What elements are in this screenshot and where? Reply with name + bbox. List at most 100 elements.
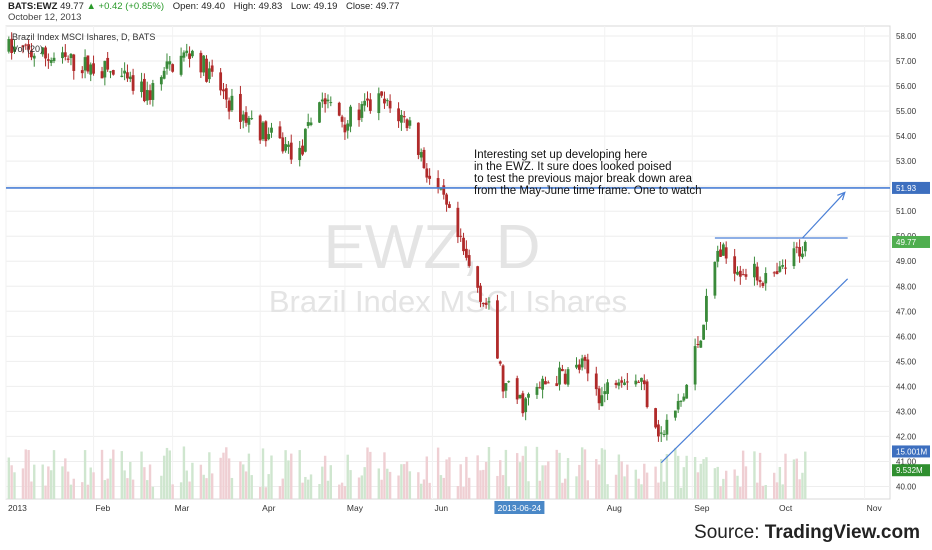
candle-body [303, 128, 307, 152]
candle-body [340, 116, 344, 122]
candle-body [685, 384, 689, 399]
candle-body [792, 248, 796, 267]
series-legend[interactable]: Brazil Index MSCI Ishares, D, BATS [12, 32, 156, 42]
candle-body [120, 75, 124, 77]
candle-body [795, 246, 799, 248]
last-price: 49.77 [60, 1, 84, 12]
volume-bar [21, 468, 25, 499]
candle-body [741, 274, 745, 276]
volume-bar [487, 447, 491, 499]
volume-bar [764, 485, 767, 499]
annotation-line: to test the previous major break down ar… [474, 173, 693, 185]
volume-bar [665, 454, 669, 499]
volume-bar [179, 482, 183, 499]
volume-bar [555, 449, 558, 499]
volume-bars [7, 446, 807, 499]
candle-body [128, 76, 132, 80]
price-tick-label: 58.00 [896, 32, 917, 41]
volume-last-badge: 9.532M [896, 466, 923, 475]
volume-bar [496, 475, 499, 499]
candle-body [182, 52, 186, 58]
volume-bar [318, 483, 321, 499]
candle-body [301, 145, 304, 155]
candle-body [676, 401, 680, 410]
price-tick-label: 49.00 [896, 257, 917, 266]
candle-body [63, 52, 67, 57]
price-tick-label: 42.00 [896, 432, 917, 441]
volume-bar [49, 470, 53, 499]
volume-bar [278, 485, 282, 499]
candle-body [464, 248, 468, 258]
candle-body [693, 346, 697, 385]
volume-bar [606, 484, 609, 499]
candle-body [422, 149, 426, 169]
volume-bar [397, 475, 400, 499]
candle-body [456, 207, 460, 238]
volume-bar [425, 456, 429, 499]
volume-bar [580, 447, 584, 499]
annotation-line: Interesting set up developing here [474, 149, 647, 161]
volume-bar [507, 486, 510, 499]
candle-body [744, 274, 748, 277]
volume-bar [436, 447, 440, 499]
volume-bar [682, 467, 686, 499]
volume-bar [388, 471, 392, 499]
time-tick-label: Apr [262, 503, 275, 513]
volume-bar [13, 472, 16, 499]
candle-body [761, 283, 765, 286]
volume-bar [614, 474, 618, 499]
volume-bar [357, 477, 361, 499]
candle-body [560, 368, 564, 372]
volume-bar [267, 474, 270, 499]
volume-bar [547, 461, 550, 499]
volume-bar [129, 461, 132, 499]
volume-bar [558, 452, 561, 499]
volume-bar [171, 484, 174, 499]
volume-bar [140, 451, 143, 499]
volume-bar [261, 448, 265, 499]
candle-body [665, 419, 669, 435]
candle-body [713, 261, 717, 296]
arrow-head-icon [837, 191, 846, 201]
candle-body [69, 53, 73, 59]
volume-legend[interactable]: Vol (20) [12, 44, 44, 54]
volume-bar [578, 464, 581, 499]
candle-body [357, 109, 361, 121]
volume-bar [693, 456, 697, 499]
candle-body [306, 122, 310, 126]
candle-body [673, 410, 677, 418]
candle-body [337, 102, 341, 116]
volume-bar [306, 479, 310, 499]
candle-body [171, 64, 175, 72]
candle-body [123, 70, 127, 74]
volume-bar [168, 450, 172, 499]
volume-bar [33, 464, 36, 499]
candle-body [583, 356, 587, 361]
candle-body [597, 388, 601, 404]
candle-body [798, 247, 802, 257]
candle-body [803, 241, 807, 252]
volume-average-badge-bg [892, 445, 930, 458]
last-price-badge: 49.77 [896, 238, 917, 247]
volume-bar [445, 459, 448, 499]
candle-body [284, 144, 288, 151]
volume-bar [264, 487, 268, 499]
volume-bar [400, 464, 403, 499]
time-tick-label: Sep [694, 503, 709, 513]
watermark-name: Brazil Index MSCI Ishares [269, 284, 627, 319]
price-axis[interactable]: 58.0057.0056.0055.0054.0053.0052.0051.00… [896, 32, 917, 491]
candle-body [733, 256, 737, 274]
candle-body [716, 250, 720, 262]
volume-bar [386, 468, 389, 499]
volume-bar [733, 469, 736, 499]
candle-body [185, 50, 189, 53]
time-axis[interactable]: 2013 Feb Mar Apr May Jun 2013-06-24 Aug Sep Oct No… [8, 501, 882, 514]
candle-body [320, 99, 324, 102]
volume-bar [676, 455, 680, 499]
volume-bar [222, 452, 225, 499]
candle-body [724, 247, 728, 259]
volume-bar [131, 479, 135, 499]
volume-bar [637, 478, 640, 499]
